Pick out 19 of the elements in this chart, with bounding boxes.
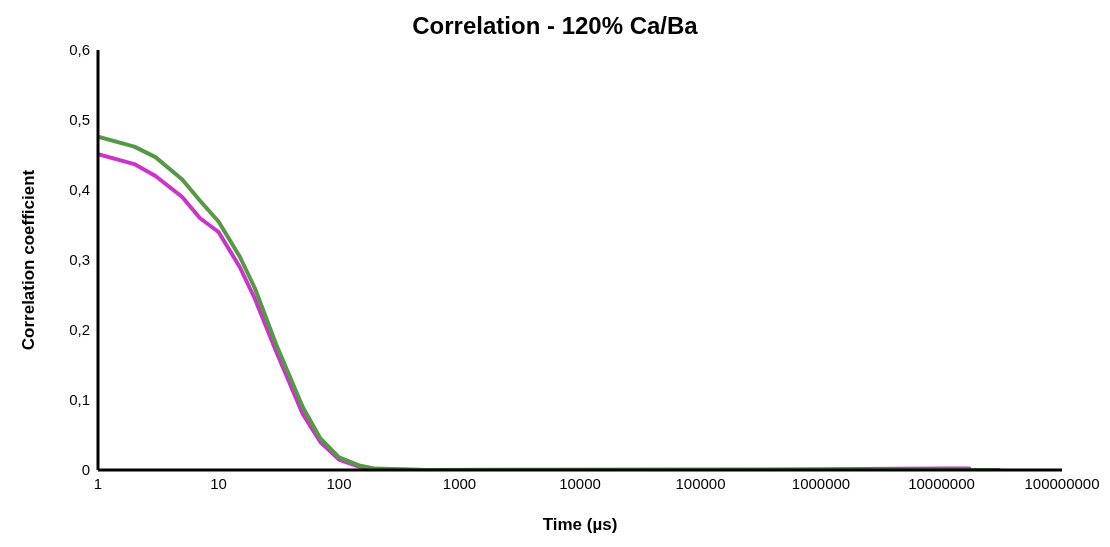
x-tick-label: 1 <box>93 474 103 492</box>
y-tick-label: 0,5 <box>69 111 90 129</box>
x-tick-label: 100 <box>326 474 352 492</box>
y-tick-label: 0 <box>81 461 90 479</box>
x-tick-label: 10000 <box>559 474 601 492</box>
y-tick-label: 0,2 <box>69 321 90 339</box>
y-tick-label: 0,1 <box>69 391 90 409</box>
x-tick-label: 100000 <box>675 474 726 492</box>
x-tick-label: 1000 <box>442 474 477 492</box>
y-axis-title: Correlation coefficient <box>19 169 39 351</box>
chart-title: Correlation - 120% Ca/Ba <box>411 12 699 40</box>
x-tick-label: 100000000 <box>1024 474 1100 492</box>
x-axis-title: Time (µs) <box>542 515 618 534</box>
x-tick-label: 1000000 <box>791 474 851 492</box>
y-tick-label: 0,3 <box>69 251 90 269</box>
y-tick-label: 0,4 <box>69 181 90 199</box>
y-tick-label: 0,6 <box>69 41 90 59</box>
x-tick-label: 10000000 <box>908 474 975 492</box>
x-tick-label: 10 <box>210 474 227 492</box>
